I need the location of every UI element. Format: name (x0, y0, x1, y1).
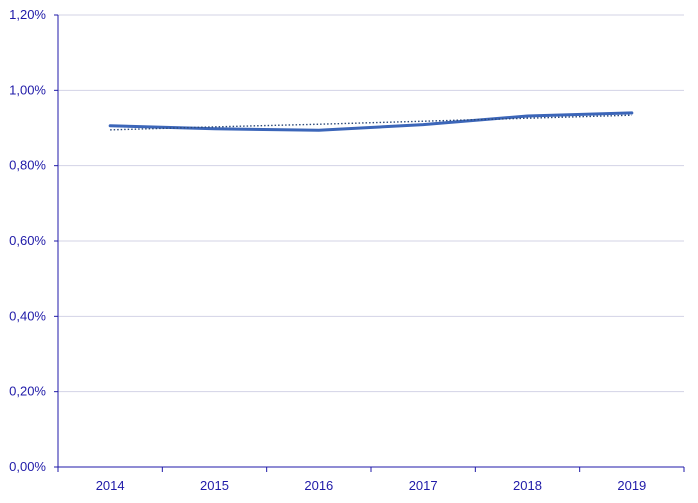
x-tick-label: 2014 (96, 478, 125, 493)
y-tick-label: 1,00% (9, 82, 46, 97)
y-tick-label: 0,60% (9, 233, 46, 248)
y-tick-label: 0,20% (9, 384, 46, 399)
data-line (108, 111, 634, 132)
x-tick-label: 2016 (304, 478, 333, 493)
x-tick-label: 2015 (200, 478, 229, 493)
y-tick-label: 0,40% (9, 308, 46, 323)
y-tick-label: 1,20% (9, 7, 46, 22)
series-lines (108, 111, 634, 132)
x-tick-label: 2017 (409, 478, 438, 493)
gridlines (58, 14, 684, 393)
axes (54, 14, 685, 472)
x-tick-label: 2018 (513, 478, 542, 493)
x-axis-tick-labels: 2014 2015 2016 2017 2018 2019 (96, 478, 647, 493)
x-tick-label: 2019 (617, 478, 646, 493)
y-tick-label: 0,00% (9, 459, 46, 474)
y-tick-label: 0,80% (9, 158, 46, 173)
y-axis-tick-labels: 0,00% 0,20% 0,40% 0,60% 0,80% 1,00% 1,20% (9, 7, 46, 474)
trend-line (110, 114, 632, 131)
